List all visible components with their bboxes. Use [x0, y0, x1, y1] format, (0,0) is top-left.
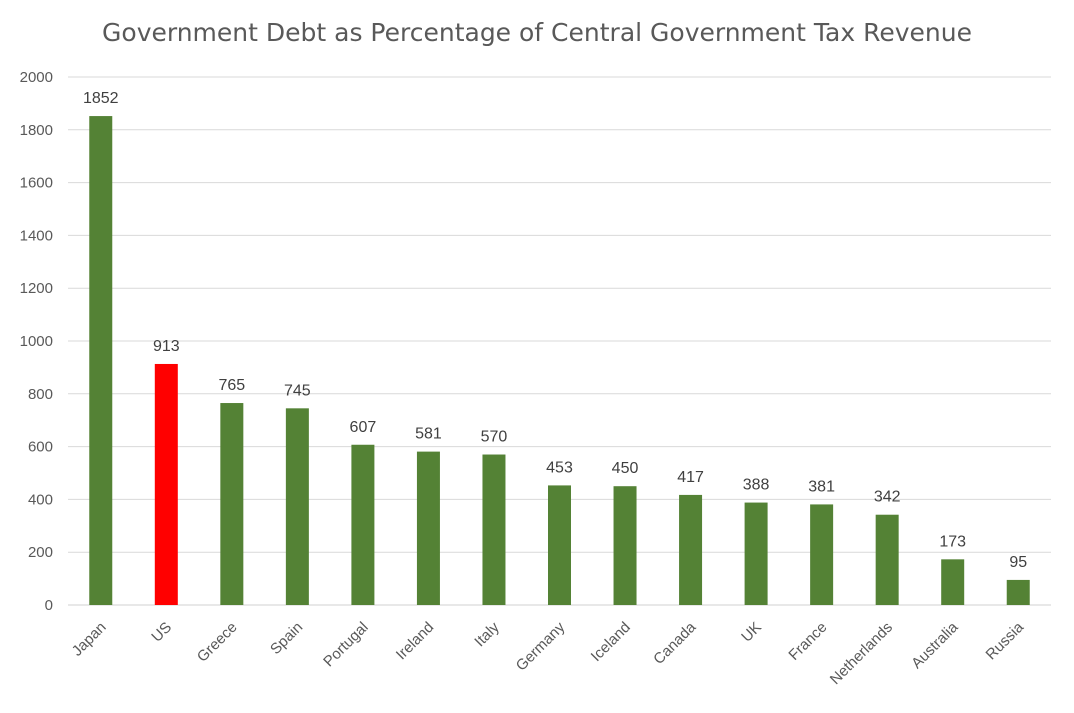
y-tick-label-1400: 1400: [20, 227, 53, 244]
y-tick-label-2000: 2000: [20, 69, 53, 86]
data-label-iceland: 450: [612, 460, 639, 477]
bar-spain: [285, 408, 309, 605]
y-tick-label-1600: 1600: [20, 175, 53, 192]
bar-uk: [744, 502, 768, 605]
data-labels: 1852 913 765 745 607 581 570 453 450 417 388 381 342…: [83, 90, 1027, 571]
data-label-australia: 173: [939, 533, 966, 550]
bar-canada: [679, 494, 703, 605]
bar-france: [810, 504, 834, 605]
y-tick-label-0: 0: [45, 597, 53, 614]
x-tick-label-italy: Italy: [471, 618, 503, 650]
y-tick-label-200: 200: [28, 544, 53, 561]
x-tick-label-germany: Germany: [513, 618, 569, 674]
data-label-italy: 570: [481, 429, 508, 446]
x-tick-label-greece: Greece: [194, 619, 241, 666]
bars: [89, 116, 1030, 606]
x-tick-label-ireland: Ireland: [393, 619, 437, 663]
y-tick-label-800: 800: [28, 386, 53, 403]
y-tick-label-600: 600: [28, 439, 53, 456]
y-tick-label-1800: 1800: [20, 122, 53, 139]
data-label-us: 913: [153, 338, 180, 355]
x-tick-label-netherlands: Netherlands: [827, 619, 896, 688]
bar-portugal: [351, 444, 375, 605]
data-label-japan: 1852: [83, 90, 119, 107]
x-tick-label-canada: Canada: [650, 618, 700, 668]
bar-russia: [1006, 579, 1030, 605]
bar-japan: [89, 116, 113, 606]
bar-us: [154, 363, 178, 605]
x-tick-label-russia: Russia: [983, 618, 1028, 663]
data-label-netherlands: 342: [874, 489, 901, 506]
data-label-greece: 765: [218, 377, 245, 394]
bar-italy: [482, 454, 506, 605]
data-label-spain: 745: [284, 382, 311, 399]
data-label-uk: 388: [743, 477, 770, 494]
chart-title: Government Debt as Percentage of Central…: [102, 18, 972, 47]
y-tick-label-1200: 1200: [20, 280, 53, 297]
bar-ireland: [416, 451, 440, 605]
x-tick-label-spain: Spain: [267, 619, 306, 658]
data-label-canada: 417: [677, 469, 704, 486]
x-tick-label-japan: Japan: [69, 619, 110, 660]
data-label-germany: 453: [546, 459, 573, 476]
bar-netherlands: [875, 514, 899, 605]
bar-germany: [548, 485, 571, 605]
data-label-russia: 95: [1009, 554, 1027, 571]
y-tick-label-400: 400: [28, 491, 53, 508]
x-tick-label-us: US: [148, 619, 175, 646]
data-label-portugal: 607: [350, 419, 377, 436]
x-tick-label-uk: UK: [738, 619, 765, 646]
bar-australia: [941, 559, 965, 605]
y-tick-label-1000: 1000: [20, 333, 53, 350]
data-label-france: 381: [808, 478, 835, 495]
y-axis-ticks: 0 200 400 600 800 1000 1200 1400 1600 1800 2000: [20, 69, 53, 614]
bar-greece: [220, 403, 244, 605]
x-tick-label-australia: Australia: [908, 618, 962, 672]
data-label-ireland: 581: [415, 426, 442, 443]
x-tick-label-france: France: [785, 619, 830, 664]
bar-iceland: [613, 486, 637, 605]
x-tick-label-iceland: Iceland: [588, 619, 634, 665]
x-tick-label-portugal: Portugal: [320, 619, 372, 671]
x-axis-ticks: Japan US Greece Spain Portugal Ireland Italy Ge…: [69, 618, 1028, 688]
